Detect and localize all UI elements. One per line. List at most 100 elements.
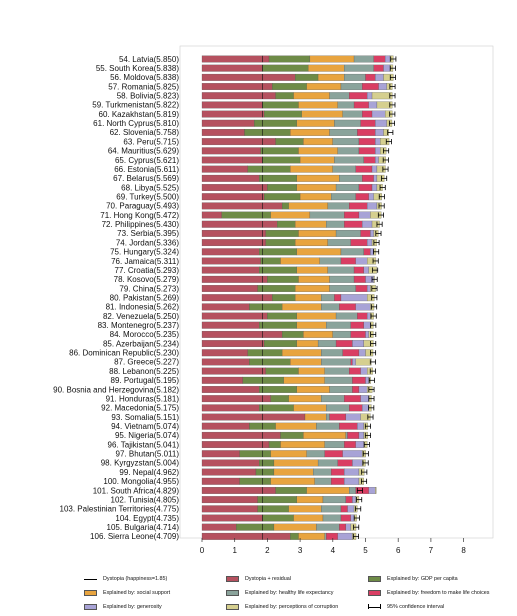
legend-label: Explained by: GDP per capita [387,576,458,582]
bar-segment [329,129,358,136]
bar-segment [355,193,369,201]
bar-segment [340,294,368,302]
bar-segment [355,303,371,311]
bar-segment [329,92,350,100]
bar-segment [296,321,327,329]
category-label: 86. Dominican Republic(5.230) [69,349,179,358]
bar-segment [362,174,374,182]
bar-segment [352,496,356,504]
bar-segment [329,413,347,421]
bar-segment [378,83,387,90]
legend-label: Dystopia (happiness=1.85) [103,576,168,582]
bar-segment [267,275,299,283]
bar-segment [367,202,378,210]
bar-segment [370,229,374,237]
bar-segment [321,358,351,366]
bar-segment [201,184,268,191]
bar-segment [331,477,345,485]
category-label: 58. Bolivia(5.823) [117,92,180,101]
category-label: 103. Palestinian Territories(4.775) [60,505,180,514]
bar-segment [277,220,296,228]
bar-segment [290,165,333,173]
category-label: 88. Lebanon(5.225) [109,367,179,376]
category-label: 85. Azerbaijan(5.234) [103,339,179,348]
legend-label: Explained by: perceptions of corruption [245,604,339,610]
bar-segment [357,129,376,136]
bar-segment [296,184,337,191]
bar-segment [322,514,342,522]
bar-segment [357,312,368,320]
bar-segment [344,441,356,448]
bar-segment [296,174,340,182]
legend-swatch [368,590,381,596]
bar-segment [371,92,393,100]
bar-segment [347,505,355,513]
bar-segment [362,83,379,90]
category-label: 75. Hungary(5.324) [110,248,179,257]
bar-segment [296,340,319,348]
category-label: 77. Croatia(5.293) [115,266,180,275]
bar-segment [201,459,260,467]
category-label: 79. China(5.273) [119,284,179,293]
category-label: 61. North Cyprus(5.810) [93,119,179,128]
legend-label: 95% confidence interval [387,604,445,610]
bar-segment [345,431,348,439]
category-label: 73. Serbia(5.395) [117,229,179,238]
bar-segment [201,266,260,274]
bar-segment [201,64,263,72]
bar-segment [295,239,329,247]
bar-segment [350,239,368,247]
legend-item: Explained by: social support [84,590,170,596]
bar-segment [201,257,261,265]
category-label: 95. Nigeria(5.074) [115,431,179,440]
bar-segment [352,376,366,384]
bar-segment [321,395,345,403]
bar-segment [265,229,299,237]
bar-segment [270,395,289,403]
bar-segment [316,422,340,430]
category-label: 87. Greece(5.227) [114,358,179,367]
bar-segment [316,523,340,531]
legend-item: Dystopia + residual [226,576,291,582]
category-label: 99. Nepal(4.962) [119,468,179,477]
bar-segment [264,110,302,118]
x-axis: 0 1 2 3 4 5 6 7 8 [200,538,466,555]
bar-segment [349,92,368,100]
bar-segment [201,386,260,393]
bar-segment [275,422,317,430]
category-labels: 54. Latvia(5.850)55. South Korea(5.838)5… [53,55,179,541]
x-tick-label: 2 [265,546,270,555]
bar-segment [358,431,364,439]
bar-segment [368,487,376,494]
bar-segment [357,422,364,430]
bar-segment [201,376,244,384]
bar-segment [339,303,356,311]
category-label: 72. Philippines(5.430) [102,220,180,229]
bar-segment [340,514,351,522]
bar-segment [283,376,325,384]
bar-segment [295,220,327,228]
legend-item: Dystopia (happiness=1.85) [84,576,167,582]
bar-segment [340,505,348,513]
x-tick-label: 8 [461,546,466,555]
legend-label: Explained by: freedom to make life choic… [387,590,490,596]
bar-segment [257,496,297,504]
bar-segment [288,395,322,403]
bar-segment [347,431,360,439]
bar-segment [281,202,289,210]
bar-segment [373,55,386,63]
stacked-bar-chart: 54. Latvia(5.850)55. South Korea(5.838)5… [53,45,494,555]
bar-segment [358,147,376,155]
bar-segment [259,321,297,329]
bar-segment [317,73,345,81]
category-label: 102. Tunisia(4.805) [111,495,180,504]
bar-segment [273,523,317,531]
bar-segment [265,239,296,247]
x-tick-label: 0 [200,546,205,555]
x-tick-label: 3 [298,546,303,555]
category-label: 106. Sierra Leone(4.709) [90,532,179,541]
bar-segment [267,312,297,320]
bar-segment [293,404,327,412]
bar-segment [355,165,373,173]
x-tick-label: 4 [331,546,336,555]
